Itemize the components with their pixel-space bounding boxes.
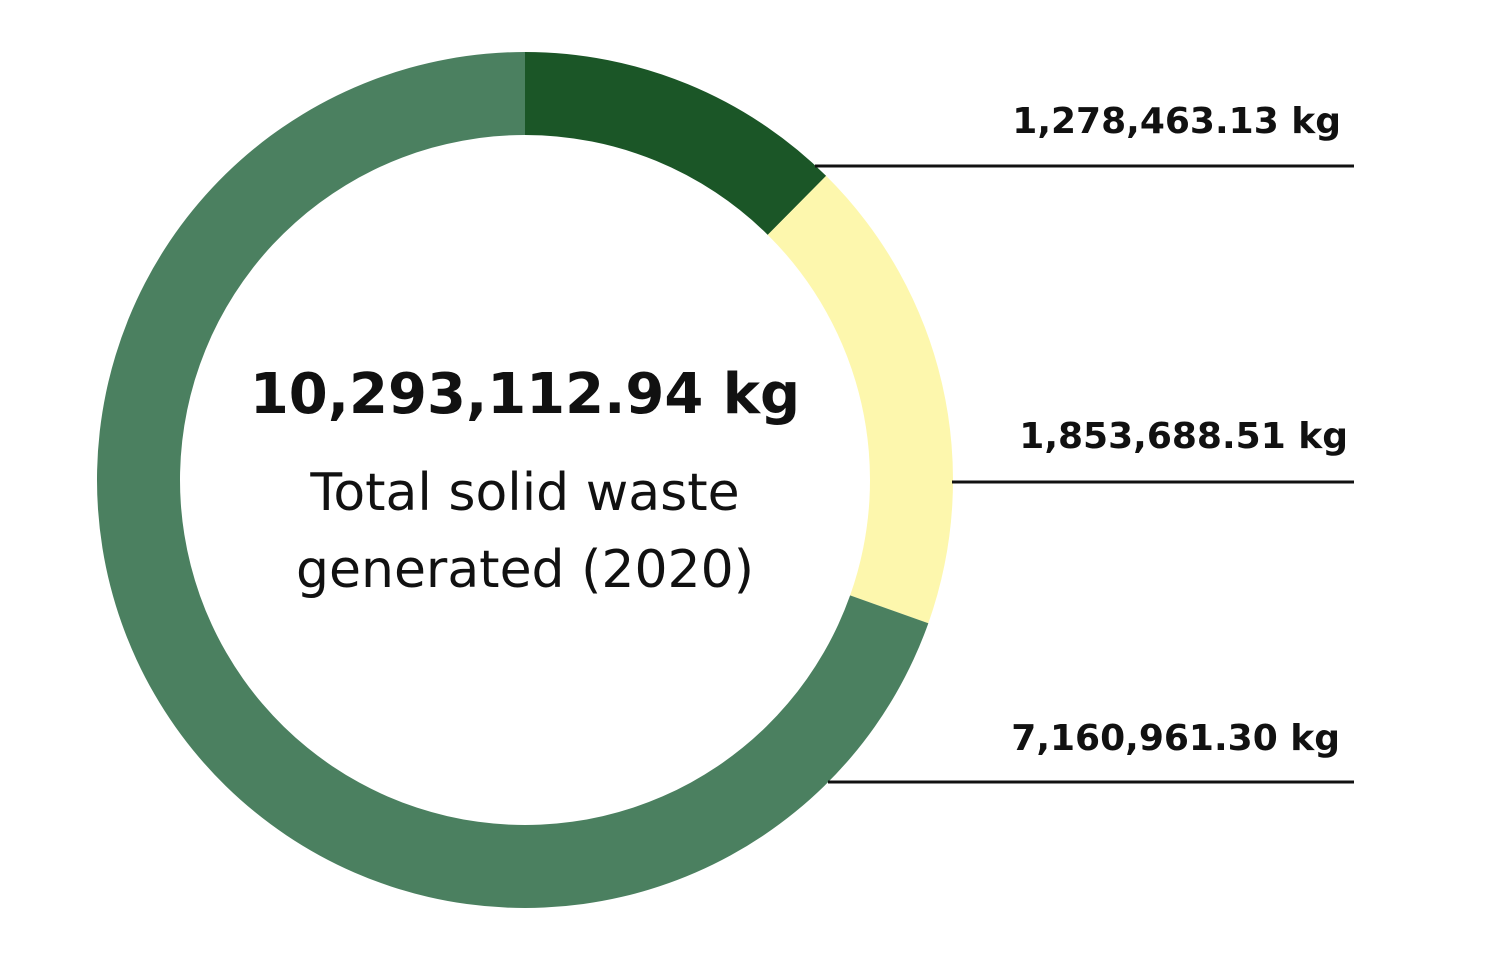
slice-1-label: 1,278,463.13 kg (1012, 101, 1341, 142)
donut-slice-1 (525, 52, 827, 235)
donut-slice-2 (767, 175, 953, 624)
total-caption-line-2: generated (2020) (296, 540, 754, 600)
donut-slices (96, 52, 953, 909)
total-value: 10,293,112.94 kg (250, 362, 800, 427)
total-caption-line-1: Total solid waste (309, 463, 739, 523)
slice-2-label: 1,853,688.51 kg (1019, 416, 1348, 457)
slice-3-label: 7,160,961.30 kg (1011, 718, 1340, 759)
